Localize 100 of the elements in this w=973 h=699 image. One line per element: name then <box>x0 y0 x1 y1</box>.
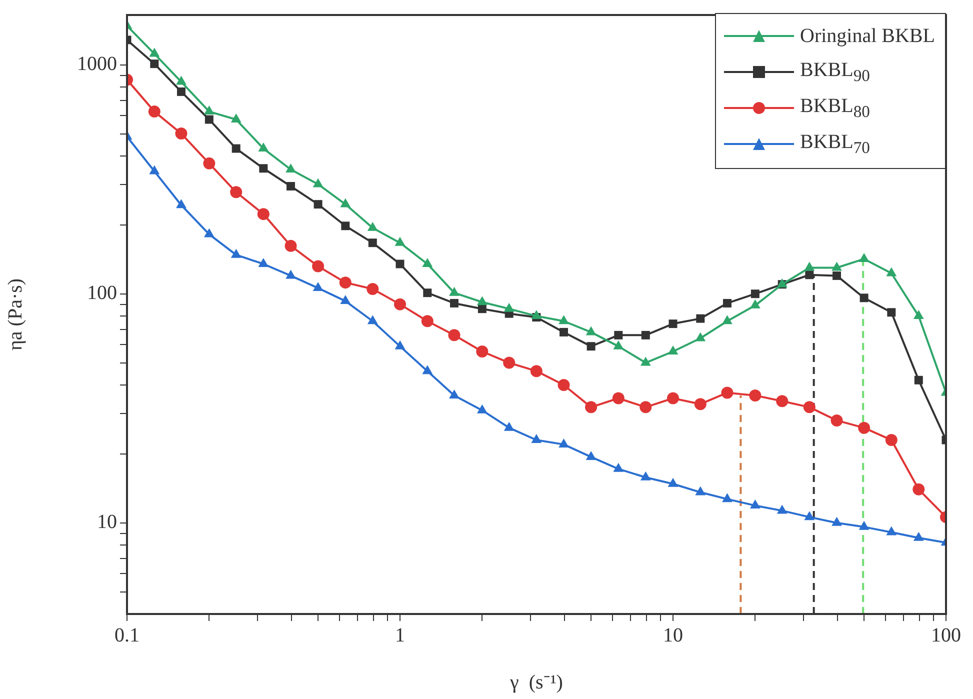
point <box>803 401 816 414</box>
point <box>668 346 678 355</box>
point <box>476 296 488 306</box>
point <box>312 260 324 272</box>
point <box>394 340 406 350</box>
point <box>394 236 406 246</box>
legend-label: BKBL$_{80}$ <box>800 94 870 122</box>
x-tick-label: 0.1 <box>114 624 140 646</box>
point <box>284 240 297 252</box>
point <box>530 365 542 378</box>
point <box>340 198 351 208</box>
point <box>421 315 434 328</box>
point <box>531 434 542 444</box>
y-tick-label: 10 <box>97 511 117 534</box>
point <box>668 478 678 487</box>
point <box>776 504 788 514</box>
legend-label: BKBL$_{70}$ <box>800 130 870 158</box>
point <box>148 106 160 118</box>
point <box>314 200 322 209</box>
point <box>448 329 460 342</box>
point <box>258 142 269 152</box>
point <box>805 270 814 280</box>
point <box>832 271 842 280</box>
point <box>422 365 433 374</box>
point <box>312 282 324 292</box>
point <box>396 260 404 268</box>
point <box>886 267 897 276</box>
point <box>341 222 350 230</box>
point <box>585 401 598 414</box>
point <box>259 164 268 173</box>
point <box>586 342 596 351</box>
point <box>149 165 160 174</box>
point <box>586 450 596 460</box>
point <box>230 114 242 123</box>
point <box>149 48 160 57</box>
point <box>558 378 570 391</box>
point <box>912 483 925 496</box>
point <box>695 332 706 342</box>
point <box>450 298 458 308</box>
point <box>804 511 815 520</box>
point <box>613 462 624 472</box>
point <box>176 76 186 85</box>
point <box>558 438 569 448</box>
point <box>695 486 706 496</box>
point <box>257 208 270 220</box>
point <box>503 356 516 369</box>
point <box>558 315 569 324</box>
point <box>750 299 760 308</box>
point <box>858 252 870 262</box>
point <box>560 328 568 336</box>
point <box>694 398 706 410</box>
point <box>478 304 486 314</box>
x-tick-label: 100 <box>931 624 961 646</box>
point <box>750 500 760 509</box>
point <box>750 290 760 298</box>
point <box>830 414 843 426</box>
point <box>612 392 624 404</box>
point <box>913 310 924 320</box>
point <box>722 298 732 308</box>
point <box>531 310 542 320</box>
point <box>449 389 460 398</box>
point <box>368 238 377 248</box>
point <box>614 330 623 340</box>
point <box>175 128 188 140</box>
legend-label: BKBL$_{90}$ <box>800 58 870 86</box>
point <box>832 516 842 526</box>
point <box>641 330 650 340</box>
point <box>366 282 379 295</box>
point <box>230 248 242 258</box>
point <box>885 434 898 446</box>
point <box>913 532 924 541</box>
y-tick-label: 1000 <box>77 53 117 76</box>
point <box>721 386 734 399</box>
point <box>176 199 186 208</box>
point <box>504 302 514 312</box>
point <box>504 422 514 431</box>
point <box>286 164 296 173</box>
point <box>640 471 651 480</box>
point <box>422 258 433 267</box>
point <box>886 526 897 536</box>
point <box>286 182 296 190</box>
point <box>423 288 432 298</box>
point <box>860 294 868 302</box>
point <box>312 178 324 188</box>
point <box>640 401 652 414</box>
point <box>150 60 159 68</box>
point <box>476 404 488 414</box>
point <box>203 157 216 170</box>
point <box>258 258 269 267</box>
point <box>858 520 870 530</box>
point <box>668 320 678 328</box>
point <box>232 144 240 153</box>
point <box>722 493 732 502</box>
point <box>340 295 351 304</box>
point <box>286 270 296 279</box>
point <box>204 106 214 115</box>
point <box>230 186 242 198</box>
point <box>858 422 870 434</box>
legend-label: Oringinal BKBL <box>800 24 935 48</box>
point <box>613 340 624 350</box>
